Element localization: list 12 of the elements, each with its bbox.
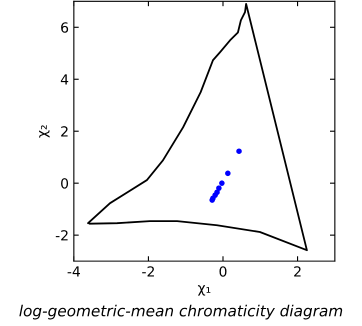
y-axis-title: χ₂	[39, 125, 50, 138]
x-axis-title: χ₁	[198, 285, 210, 296]
text: log-geometric-mean chromaticity diagram	[19, 304, 342, 320]
x-tick-label: -4	[68, 266, 80, 277]
y-tick-label: 4	[60, 74, 68, 85]
y-tick-label: 6	[61, 22, 68, 33]
x-tick-label: 2	[294, 266, 301, 277]
y-tick-label: 2	[61, 126, 68, 136]
x-tick-label: -2	[142, 266, 154, 277]
y-tick-label: -2	[56, 230, 68, 240]
y-tick-label: 0	[61, 178, 68, 189]
x-tick-label: 0	[219, 266, 226, 277]
